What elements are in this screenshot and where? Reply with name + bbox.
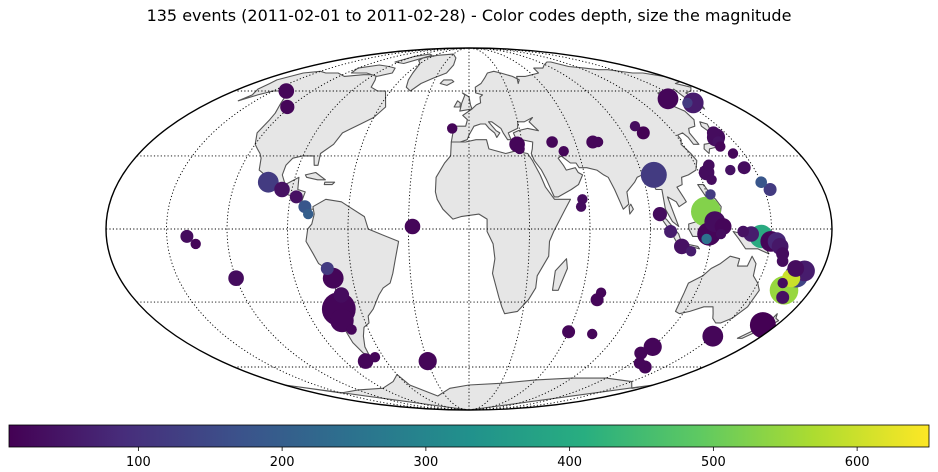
earthquake-event	[587, 328, 598, 340]
earthquake-event	[737, 161, 751, 175]
earthquake-event	[447, 123, 458, 134]
earthquake-event	[657, 88, 679, 110]
earthquake-event	[682, 92, 704, 114]
earthquake-event	[303, 208, 314, 220]
earthquake-event	[558, 146, 569, 157]
land-mass	[551, 258, 568, 291]
land-mass	[450, 61, 706, 228]
earthquake-event	[320, 262, 334, 275]
earthquake-event	[289, 190, 303, 204]
events-layer	[180, 83, 815, 374]
earthquake-event	[257, 171, 279, 193]
colorbar-tick-label: 300	[413, 455, 438, 470]
globe-border	[105, 47, 833, 411]
earthquake-event	[706, 174, 717, 185]
colorbar-tick-label: 100	[126, 455, 151, 470]
earthquake-event	[333, 287, 350, 303]
land-mass	[394, 53, 433, 65]
land-mass	[405, 53, 457, 92]
earthquake-event	[776, 255, 789, 267]
earthquake-event	[640, 161, 667, 188]
meridian-line	[226, 48, 470, 410]
land-mass	[628, 203, 634, 215]
land-mass	[350, 64, 396, 77]
earthquake-event	[228, 270, 244, 287]
earthquake-event	[369, 352, 381, 363]
earthquake-event	[346, 324, 357, 335]
earthquake-event	[180, 229, 194, 243]
earthquake-event	[725, 164, 736, 176]
colorbar-tick-label: 600	[845, 455, 870, 470]
earthquake-event	[636, 126, 650, 140]
earthquake-event	[715, 141, 726, 152]
land-mass	[439, 79, 455, 86]
earthquake-event	[546, 136, 558, 148]
earthquake-event	[418, 352, 437, 371]
earthquake-event	[727, 148, 739, 159]
earthquake-event	[706, 126, 720, 140]
earthquake-event	[715, 228, 727, 240]
earthquake-event	[749, 312, 776, 339]
meridian-line	[347, 48, 470, 410]
meridian-line	[468, 48, 591, 410]
meridian-line	[468, 48, 530, 410]
colorbar-tick-label: 500	[701, 455, 726, 470]
earthquake-event	[357, 353, 374, 369]
earthquake-event	[763, 183, 777, 196]
earthquake-event	[562, 325, 576, 339]
world-map	[105, 47, 833, 411]
earthquake-event	[664, 225, 678, 238]
earthquake-event	[755, 176, 767, 188]
chart-title: 135 events (2011-02-01 to 2011-02-28) - …	[146, 6, 792, 25]
land-mass	[304, 171, 326, 181]
earthquake-event	[674, 238, 690, 255]
earthquake-event	[190, 238, 201, 250]
earthquake-event	[634, 346, 648, 360]
earthquake-event	[701, 233, 712, 245]
land-mass	[323, 181, 336, 186]
colorbar-tick-label: 400	[557, 455, 582, 470]
earthquake-event	[278, 83, 295, 99]
earthquake-event	[595, 287, 607, 298]
earthquake-event	[404, 218, 421, 235]
earthquake-event	[682, 97, 693, 109]
graticule	[106, 48, 832, 410]
earthquake-event	[629, 121, 641, 132]
colorbar-ticks: 100 200 300 400 500 600	[126, 447, 870, 470]
earthquake-event	[737, 225, 749, 238]
land-mass	[453, 100, 461, 108]
earthquake-event	[575, 201, 587, 212]
earthquake-event	[776, 290, 790, 304]
earthquake-event	[514, 143, 525, 155]
earthquake-event	[703, 159, 715, 172]
land-mass	[434, 139, 572, 315]
earthquake-event	[274, 181, 290, 198]
earthquake-event	[685, 246, 697, 257]
earthquake-event	[705, 189, 716, 200]
colorbar-tick-label: 200	[270, 455, 295, 470]
colorbar-gradient	[8, 424, 930, 448]
earthquake-event	[787, 260, 805, 277]
earthquake-event	[592, 136, 604, 148]
land-mass	[674, 255, 760, 324]
earthquake-event	[280, 99, 295, 115]
earthquake-event	[777, 277, 788, 289]
earthquake-event	[643, 337, 662, 356]
earthquake-event	[652, 207, 668, 222]
earthquake-event	[633, 357, 646, 369]
earthquake-event	[702, 325, 724, 347]
